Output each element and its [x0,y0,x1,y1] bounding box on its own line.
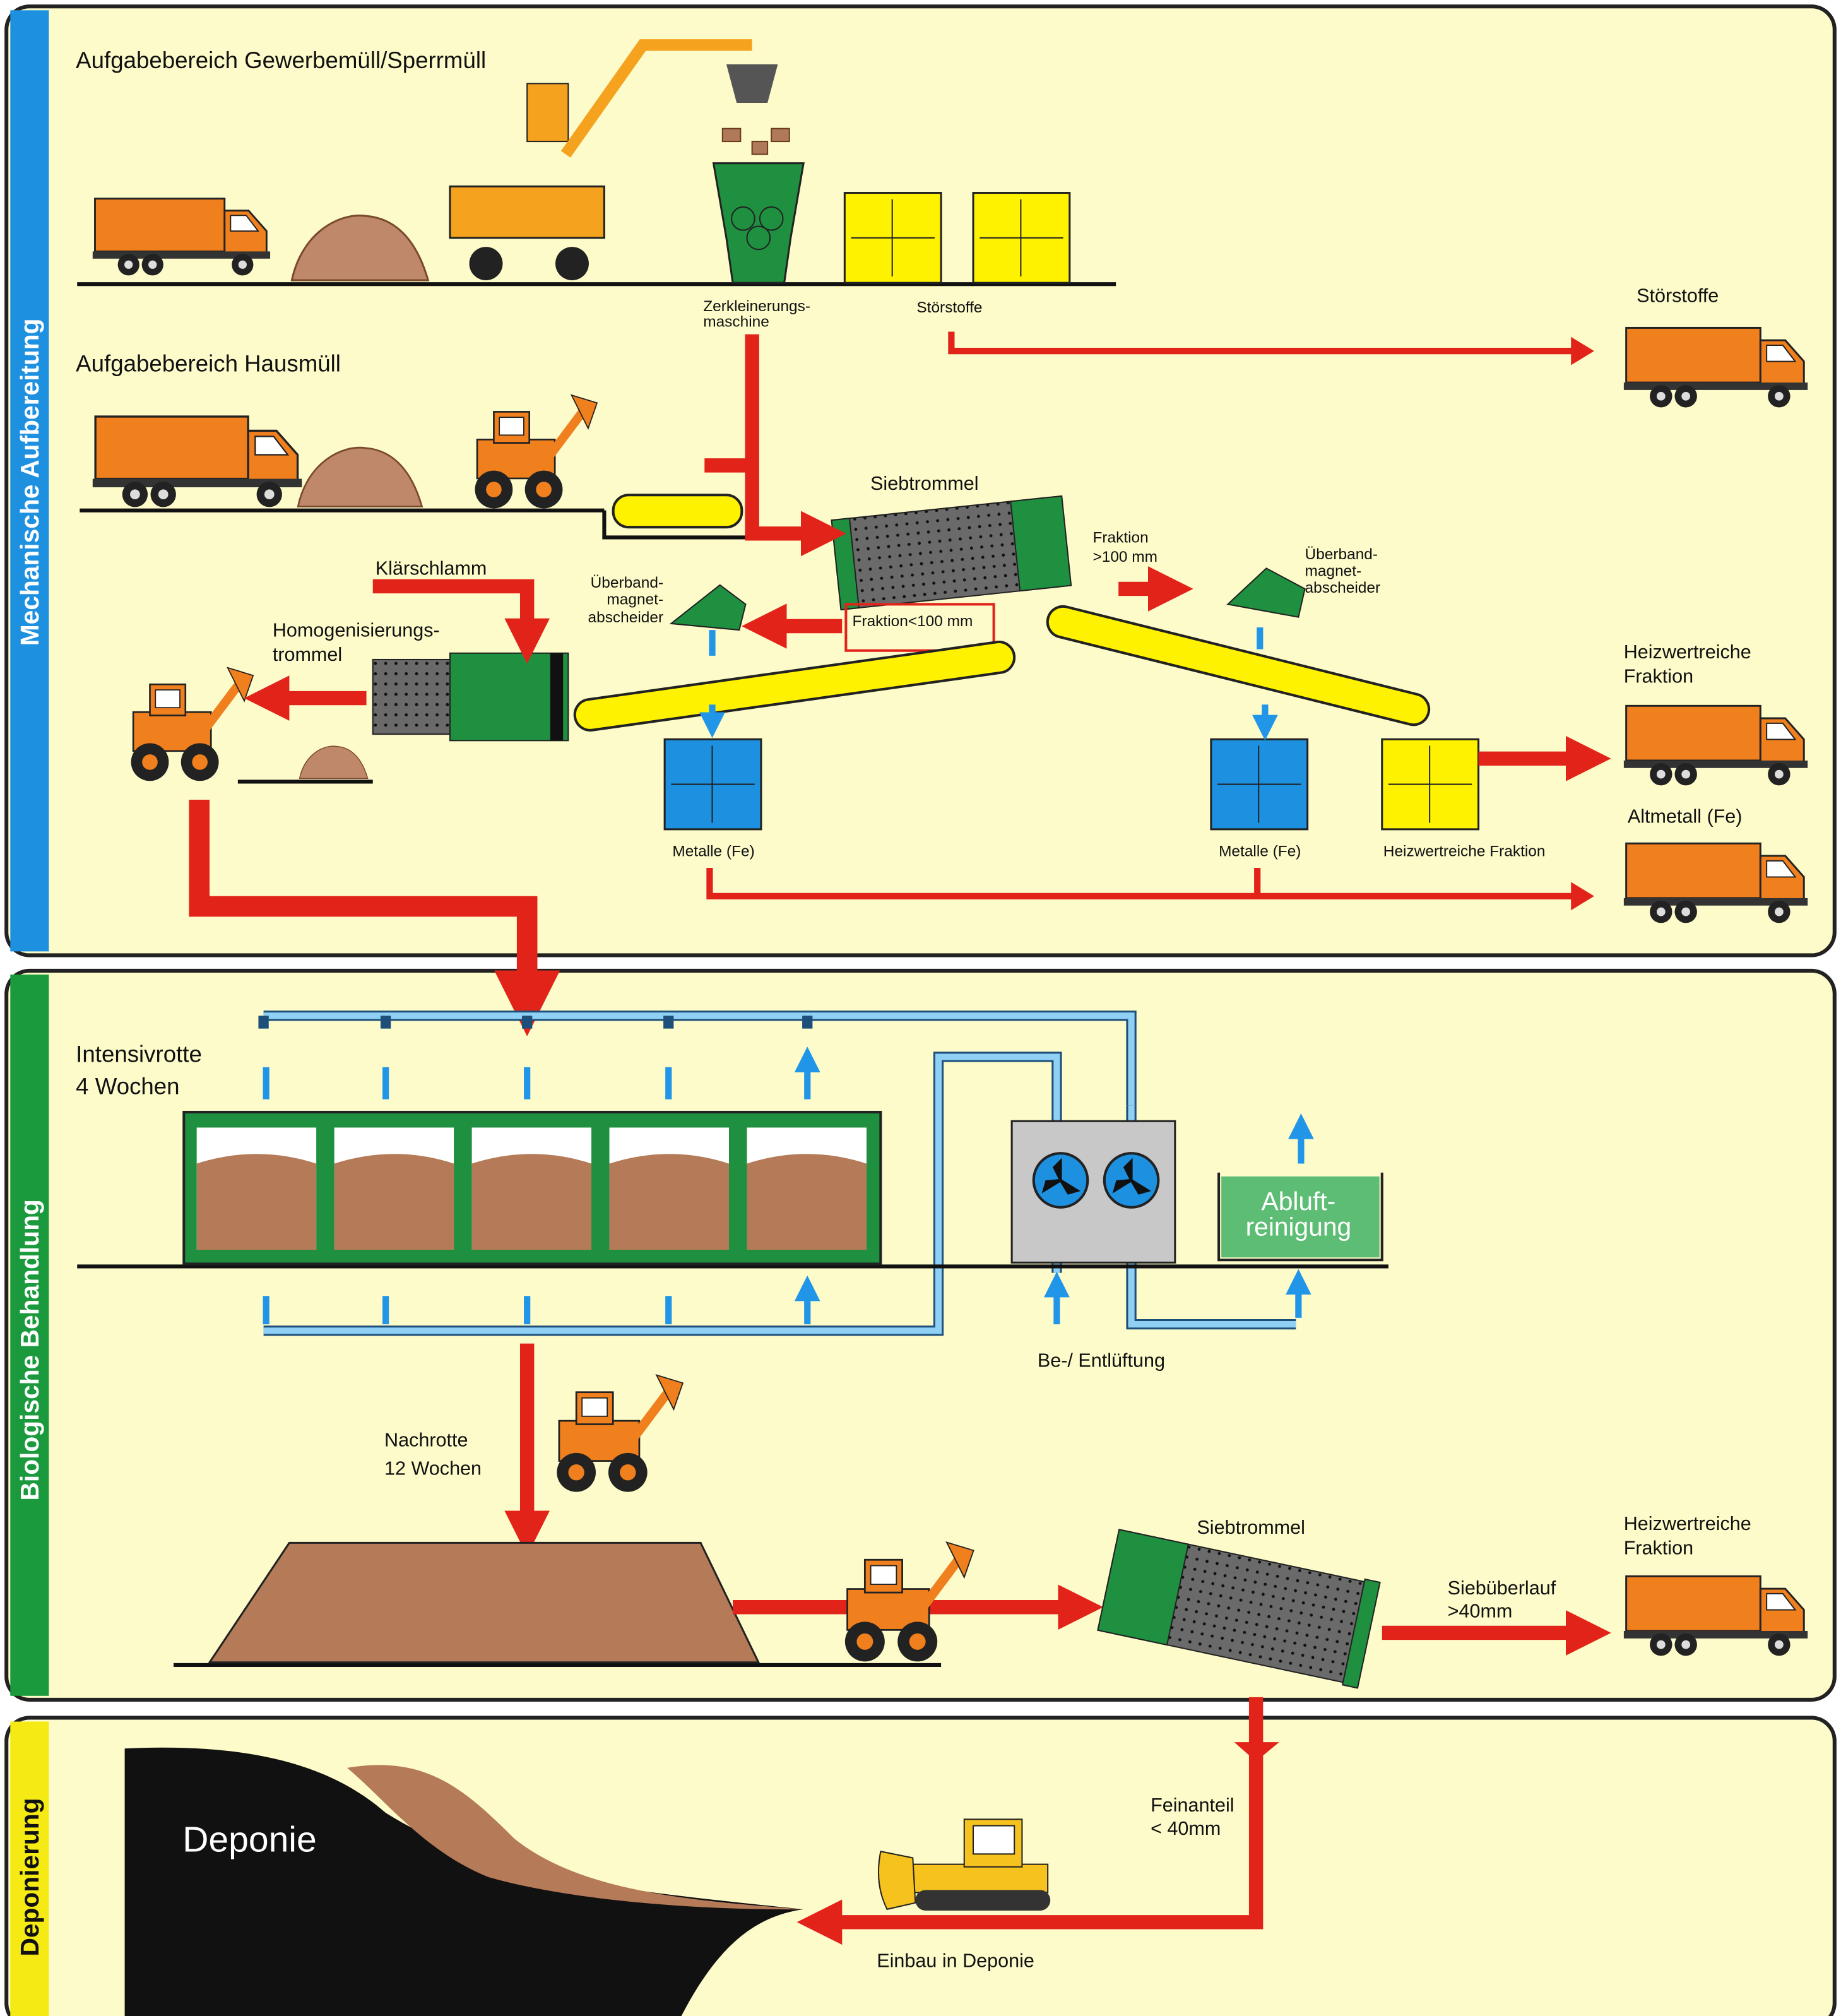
shape [373,653,569,741]
shape [470,247,503,280]
label: Fraktion [1624,1538,1693,1559]
label: Siebüberlauf [1448,1577,1556,1599]
process-diagram: Mechanische Aufbereitung Biologische Beh… [0,0,1841,2016]
label: Überband- [591,574,663,591]
label: >40mm [1448,1601,1513,1622]
label: Störstoffe [916,299,982,316]
shape [973,1826,1014,1854]
shape [472,1154,591,1250]
shape [913,1865,1048,1893]
label: < 40mm [1151,1818,1221,1839]
section-label: Mechanische Aufbereitung [15,318,44,646]
shape [210,1543,759,1662]
label: abscheider [1305,579,1381,596]
section-label: Deponierung [15,1798,44,1956]
label: Heizwertreiche [1624,641,1751,663]
shape [527,83,568,141]
shape [771,129,790,141]
shape [197,1127,867,1250]
shape [450,186,604,237]
label: Aufgabebereich Hausmüll [76,351,341,377]
shape [879,1851,915,1909]
shape [723,129,741,141]
label: Einbau in Deponie [877,1950,1034,1972]
label: 4 Wochen [76,1073,179,1099]
shape [752,141,767,154]
label: Siebtrommel [1197,1517,1305,1538]
label: Metalle (Fe) [1219,843,1301,860]
label: Siebtrommel [870,473,978,494]
shape [613,495,742,527]
label: magnet- [607,591,663,608]
label: Homogenisierungs- [273,619,440,641]
label: Metalle (Fe) [672,843,754,860]
shape [747,1154,867,1250]
label: Zerkleinerungs- [703,298,810,315]
label: Fraktion [1624,666,1693,687]
label: Altmetall (Fe) [1628,806,1743,827]
shape [334,1154,454,1250]
label: Fraktion<100 mm [853,613,973,630]
label: Intensivrotte [76,1041,202,1067]
label: Feinanteil [1151,1794,1234,1816]
label: Heizwertreiche [1624,1513,1751,1534]
label: Störstoffe [1637,285,1719,307]
label: trommel [273,644,342,665]
label: Nachrotte [384,1430,468,1451]
label: reinigung [1246,1213,1352,1242]
shape [610,1154,729,1250]
label: Deponie [182,1819,316,1859]
shape [555,247,589,280]
shape [1010,496,1071,591]
label: Klärschlamm [376,558,487,579]
label: Be-/ Entlüftung [1038,1349,1165,1371]
label: Abluft- [1262,1187,1336,1216]
label: abscheider [588,609,664,626]
label: magnet- [1305,563,1362,580]
label: Heizwertreiche Fraktion [1383,843,1546,860]
shape [197,1154,316,1250]
label: Fraktion [1092,530,1148,547]
shape [373,660,450,734]
shape [550,653,563,741]
label: Aufgabebereich Gewerbemüll/Sperrmüll [76,47,486,73]
section-label: Biologische Behandlung [15,1199,44,1500]
label: 12 Wochen [384,1457,482,1479]
label: >100 mm [1092,548,1157,566]
label: Überband- [1305,546,1378,563]
shape [915,1890,1050,1911]
label: maschine [703,313,769,330]
